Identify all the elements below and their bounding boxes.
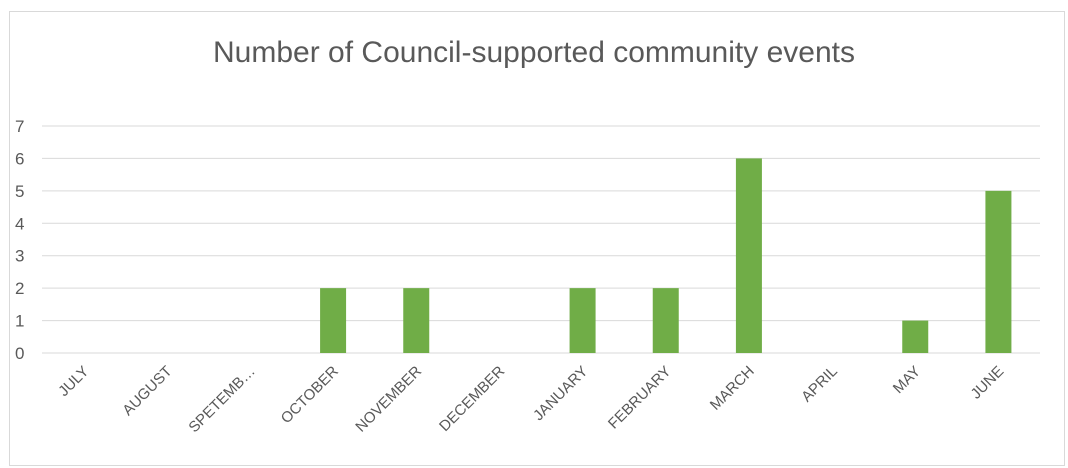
x-tick-label: FEBRUARY: [605, 363, 675, 433]
y-axis-ticks: 0 1 2 3 4 5 6 7: [15, 117, 24, 363]
x-tick-label: APRIL: [798, 363, 841, 406]
bar-may: [902, 320, 929, 353]
y-tick-label: 0: [15, 344, 24, 363]
y-tick-label: 5: [15, 182, 24, 201]
bar-june: [985, 190, 1012, 353]
x-axis-ticks: JULY AUGUST SPETEMB… OCTOBER NOVEMBER DECEMBE…: [55, 363, 1007, 436]
y-tick-label: 1: [15, 312, 24, 331]
bar-november: [403, 288, 430, 353]
bar-march: [735, 158, 762, 353]
bar-february: [652, 288, 679, 353]
x-tick-label: SPETEMB…: [185, 363, 258, 436]
chart-title: Number of Council-supported community ev…: [213, 36, 855, 69]
x-tick-label: JUNE: [968, 363, 1008, 403]
y-tick-label: 3: [15, 247, 24, 266]
y-tick-label: 4: [15, 214, 24, 233]
gridlines: [42, 125, 1040, 354]
x-tick-label: MARCH: [707, 363, 758, 414]
x-tick-label: JANUARY: [530, 363, 591, 424]
x-tick-label: MAY: [890, 363, 924, 397]
x-tick-label: DECEMBER: [436, 363, 508, 435]
x-tick-label: JULY: [55, 363, 92, 400]
bar-january: [569, 288, 596, 353]
x-tick-label: AUGUST: [119, 363, 175, 419]
bars: [320, 158, 1012, 353]
y-tick-label: 7: [15, 117, 24, 136]
bar-october: [320, 288, 347, 353]
chart-frame: [9, 11, 1065, 466]
x-tick-label: NOVEMBER: [352, 363, 425, 436]
x-tick-label: OCTOBER: [278, 363, 342, 427]
y-tick-label: 2: [15, 279, 24, 298]
y-tick-label: 6: [15, 149, 24, 168]
